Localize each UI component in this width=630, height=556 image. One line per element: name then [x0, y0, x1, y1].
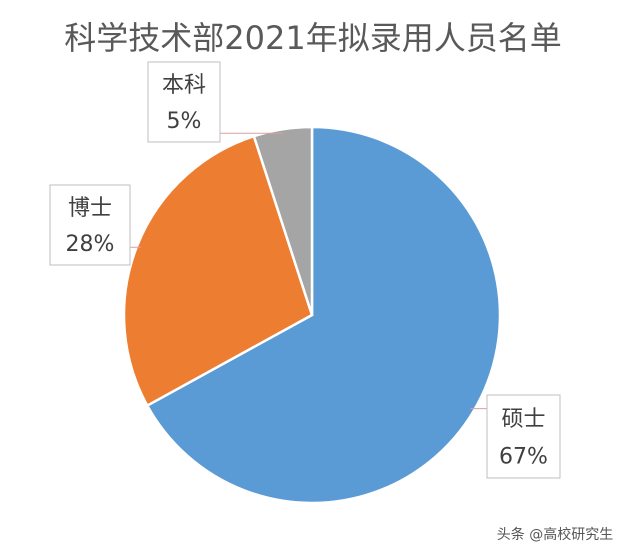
pie-slice	[122, 134, 314, 408]
callout-box	[49, 184, 131, 266]
pie-slice	[252, 125, 314, 316]
slice-label: 硕士	[501, 407, 545, 432]
callout-box	[486, 394, 561, 479]
watermark: 头条 @高校研究生	[497, 526, 613, 543]
value-label: 28%	[66, 232, 115, 257]
callout-box	[147, 61, 221, 143]
slice-label: 博士	[68, 196, 112, 221]
chart-title: 科学技术部2021年拟录用人员名单	[64, 19, 561, 57]
pie-slice	[145, 125, 502, 505]
slice-label: 本科	[162, 73, 206, 98]
value-label: 5%	[167, 109, 202, 134]
value-label: 67%	[499, 444, 548, 469]
